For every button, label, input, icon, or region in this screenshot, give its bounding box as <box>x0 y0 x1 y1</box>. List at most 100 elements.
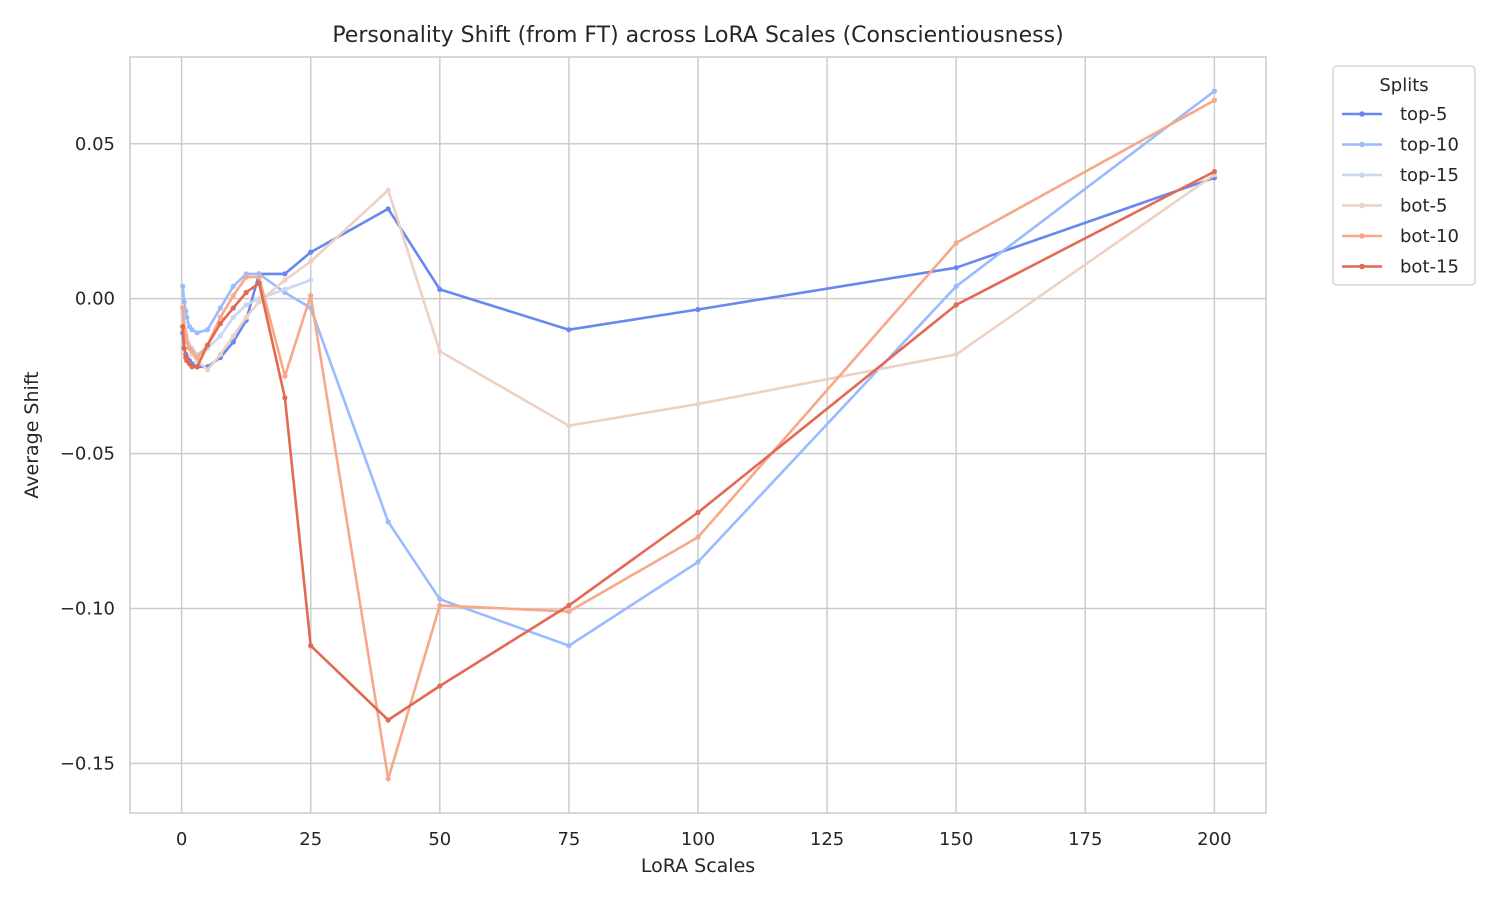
legend-item-top-5: top-5 <box>1342 104 1447 125</box>
data-point-bot-10 <box>189 348 195 354</box>
x-tick-label: 50 <box>428 829 451 850</box>
data-point-bot-15 <box>953 302 959 308</box>
data-point-top-10 <box>953 283 959 289</box>
data-point-bot-10 <box>256 274 262 280</box>
data-point-bot-15 <box>437 683 443 689</box>
data-point-top-5 <box>437 286 443 292</box>
data-point-bot-15 <box>695 509 701 516</box>
y-tick-label: −0.05 <box>60 444 115 465</box>
legend-label: bot-10 <box>1400 226 1459 247</box>
data-point-top-15 <box>282 286 288 292</box>
x-tick-label: 25 <box>299 829 322 850</box>
data-point-top-10 <box>194 330 200 336</box>
data-point-top-10 <box>385 519 391 525</box>
data-point-bot-15 <box>308 643 314 649</box>
data-point-bot-15 <box>566 602 572 609</box>
data-point-bot-15 <box>194 364 200 370</box>
data-point-bot-5 <box>437 348 443 354</box>
data-point-bot-10 <box>184 339 190 345</box>
data-point-bot-10 <box>230 293 236 299</box>
legend-label: top-10 <box>1400 135 1459 156</box>
data-point-bot-15 <box>189 364 195 370</box>
data-point-bot-15 <box>217 320 223 327</box>
data-point-top-5 <box>385 206 391 212</box>
legend-title: Splits <box>1379 75 1428 96</box>
data-point-top-15 <box>217 333 223 339</box>
y-axis-label: Average Shift <box>21 371 43 498</box>
data-point-bot-15 <box>243 289 249 296</box>
x-tick-label: 175 <box>1068 829 1102 850</box>
x-axis-ticks: 0 25 50 75 100 125 150 175 200 <box>176 829 1232 850</box>
data-point-bot-10 <box>695 534 701 540</box>
data-point-bot-10 <box>385 776 391 782</box>
data-point-top-10 <box>437 596 443 602</box>
data-point-bot-15 <box>1211 169 1217 175</box>
data-point-top-15 <box>308 277 314 283</box>
data-point-bot-10 <box>566 609 572 615</box>
data-point-top-10 <box>184 314 190 320</box>
series-bot-15 <box>180 169 1217 723</box>
data-point-top-10 <box>189 327 195 333</box>
legend-label: bot-15 <box>1400 257 1459 278</box>
data-point-top-10 <box>180 283 186 289</box>
data-point-bot-10 <box>243 274 249 280</box>
grid <box>130 57 1266 813</box>
data-point-top-10 <box>204 327 211 333</box>
legend-swatch-marker <box>1359 141 1365 148</box>
data-point-bot-10 <box>953 240 959 246</box>
legend-items: top-5 top-10 top-15 bot-5 bot-10 bot-15 <box>1342 104 1459 278</box>
x-tick-label: 200 <box>1197 829 1231 850</box>
data-point-bot-10 <box>282 373 288 379</box>
data-point-bot-10 <box>217 314 223 320</box>
data-point-bot-5 <box>243 314 249 320</box>
data-point-top-10 <box>695 559 701 565</box>
legend-item-bot-15: bot-15 <box>1342 257 1459 278</box>
legend-swatch-marker <box>1359 263 1365 270</box>
series-bot-10 <box>180 97 1217 782</box>
data-point-bot-10 <box>194 354 200 361</box>
legend-item-top-10: top-10 <box>1342 135 1459 156</box>
data-point-bot-15 <box>204 342 211 348</box>
data-point-bot-15 <box>180 324 186 330</box>
data-point-bot-15 <box>181 345 187 351</box>
data-point-top-15 <box>230 314 236 320</box>
data-point-bot-10 <box>180 305 186 311</box>
data-point-bot-15 <box>282 395 288 401</box>
y-tick-label: −0.10 <box>60 599 115 620</box>
legend-box <box>1332 65 1476 286</box>
legend-swatch-marker <box>1359 111 1365 117</box>
series-top-10 <box>180 88 1217 649</box>
legend-label: bot-5 <box>1400 196 1447 217</box>
legend: Splits top-5 top-10 top-15 bot-5 bot-10 bot-1… <box>1332 65 1476 286</box>
x-tick-label: 75 <box>557 829 580 850</box>
data-point-top-5 <box>282 271 288 277</box>
x-tick-label: 100 <box>681 829 715 850</box>
data-point-top-5 <box>308 249 314 255</box>
data-point-top-5 <box>566 327 572 333</box>
data-point-bot-5 <box>217 351 223 357</box>
legend-swatch-marker <box>1359 172 1365 178</box>
legend-item-bot-10: bot-10 <box>1342 226 1459 247</box>
data-point-bot-10 <box>437 602 443 609</box>
data-point-top-5 <box>953 265 959 271</box>
data-point-bot-10 <box>308 293 314 299</box>
data-point-bot-15 <box>256 280 262 286</box>
data-point-top-10 <box>230 283 236 289</box>
data-point-bot-5 <box>230 333 236 339</box>
legend-swatch-marker <box>1359 202 1365 209</box>
x-tick-label: 150 <box>939 829 973 850</box>
data-point-bot-5 <box>256 299 262 305</box>
x-tick-label: 0 <box>176 829 187 850</box>
data-point-top-5 <box>230 339 236 345</box>
data-point-bot-10 <box>1211 97 1217 103</box>
plot-frame <box>129 56 1267 814</box>
data-point-bot-5 <box>385 187 391 193</box>
data-point-top-10 <box>181 299 187 305</box>
x-axis-label: LoRA Scales <box>641 855 755 877</box>
data-point-top-10 <box>566 643 572 649</box>
y-tick-label: 0.00 <box>75 289 115 310</box>
legend-label: top-15 <box>1400 165 1459 186</box>
data-point-top-10 <box>217 305 223 311</box>
